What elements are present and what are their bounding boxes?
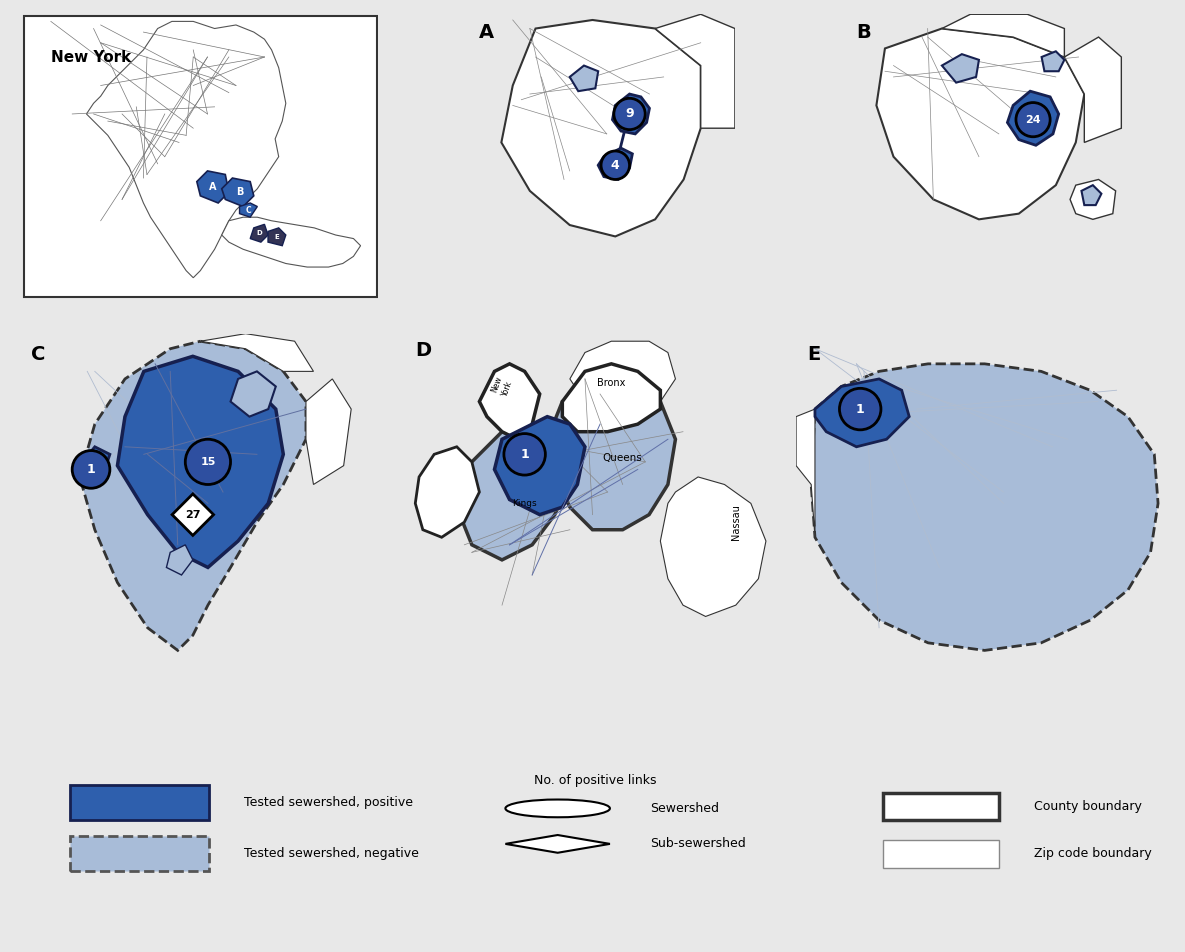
Polygon shape [117, 356, 283, 567]
Text: B: B [857, 23, 871, 42]
Text: B: B [236, 188, 243, 197]
Circle shape [506, 800, 610, 817]
FancyBboxPatch shape [883, 793, 999, 821]
Circle shape [839, 388, 880, 429]
Polygon shape [547, 379, 675, 529]
Text: 9: 9 [626, 108, 634, 121]
Polygon shape [1082, 186, 1101, 205]
Text: 1: 1 [856, 403, 865, 416]
Polygon shape [506, 835, 610, 853]
Circle shape [1016, 103, 1050, 137]
Text: Sewershed: Sewershed [651, 802, 719, 815]
Text: D: D [256, 230, 262, 236]
Circle shape [185, 439, 231, 485]
Circle shape [504, 433, 545, 475]
Polygon shape [501, 20, 700, 236]
Polygon shape [655, 14, 735, 129]
Text: 1: 1 [520, 447, 529, 461]
Polygon shape [1042, 51, 1064, 71]
Text: 15: 15 [200, 457, 216, 466]
Polygon shape [1007, 91, 1058, 146]
Polygon shape [197, 171, 229, 203]
Text: Nassau: Nassau [731, 505, 741, 540]
Polygon shape [87, 21, 286, 278]
Polygon shape [415, 446, 480, 537]
Polygon shape [812, 364, 1158, 650]
Polygon shape [456, 425, 570, 560]
Polygon shape [563, 364, 660, 431]
Polygon shape [570, 66, 598, 91]
Text: C: C [31, 345, 45, 364]
Polygon shape [250, 225, 268, 242]
FancyBboxPatch shape [70, 784, 210, 821]
FancyBboxPatch shape [70, 836, 210, 871]
Text: 27: 27 [185, 509, 200, 520]
Text: E: E [275, 234, 280, 240]
Polygon shape [942, 54, 979, 83]
FancyBboxPatch shape [883, 840, 999, 867]
Polygon shape [942, 14, 1064, 57]
Text: A: A [209, 182, 217, 192]
Text: Sub-sewershed: Sub-sewershed [651, 838, 747, 850]
Text: New York: New York [51, 50, 132, 65]
Polygon shape [1064, 37, 1121, 143]
Circle shape [72, 450, 110, 488]
Circle shape [601, 151, 629, 180]
Polygon shape [613, 94, 649, 134]
Polygon shape [1070, 180, 1115, 219]
Polygon shape [494, 417, 585, 515]
Polygon shape [570, 341, 675, 409]
Circle shape [614, 98, 645, 129]
Text: No. of positive links: No. of positive links [534, 774, 656, 787]
Polygon shape [166, 545, 193, 575]
Polygon shape [222, 217, 360, 268]
Polygon shape [598, 149, 633, 180]
Polygon shape [660, 477, 766, 617]
Polygon shape [877, 29, 1084, 219]
Text: 24: 24 [1025, 114, 1040, 125]
Text: E: E [807, 345, 821, 364]
Text: County boundary: County boundary [1033, 800, 1141, 813]
Text: C: C [245, 206, 251, 214]
FancyBboxPatch shape [24, 16, 377, 297]
Text: A: A [479, 23, 494, 42]
Text: Zip code boundary: Zip code boundary [1033, 847, 1152, 861]
Text: New
York: New York [491, 375, 514, 398]
Polygon shape [239, 203, 257, 217]
Text: Tested sewershed, negative: Tested sewershed, negative [244, 847, 419, 861]
Polygon shape [815, 379, 909, 446]
Text: D: D [415, 341, 431, 360]
Polygon shape [222, 178, 254, 207]
Polygon shape [79, 446, 110, 485]
Text: 1: 1 [87, 463, 96, 476]
Polygon shape [79, 341, 306, 650]
Polygon shape [796, 409, 815, 537]
Polygon shape [200, 333, 314, 371]
Polygon shape [172, 494, 213, 535]
Polygon shape [306, 379, 351, 485]
Polygon shape [268, 228, 286, 246]
Text: 4: 4 [611, 159, 620, 171]
Text: Bronx: Bronx [597, 378, 626, 387]
Polygon shape [480, 364, 539, 439]
Text: Queens: Queens [603, 453, 642, 463]
Polygon shape [231, 371, 276, 417]
Text: Kings: Kings [512, 499, 537, 507]
Text: Tested sewershed, positive: Tested sewershed, positive [244, 796, 414, 809]
